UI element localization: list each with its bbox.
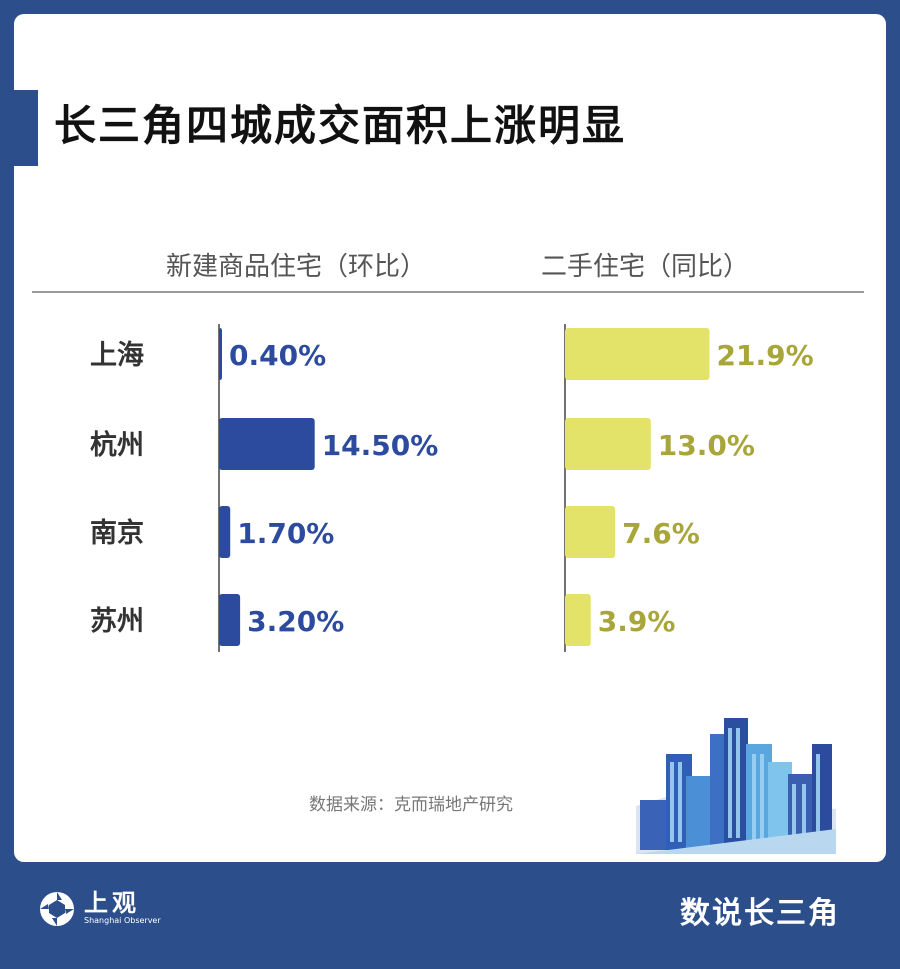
series-1-value-label: 7.6% bbox=[622, 517, 700, 550]
aperture-logo-icon bbox=[40, 892, 74, 926]
series-0-value-label: 1.70% bbox=[237, 517, 334, 550]
series-1-value-label: 3.9% bbox=[598, 605, 676, 638]
series-0-bar bbox=[219, 594, 241, 646]
series-header-second-hand: 二手住宅（同比） bbox=[541, 252, 750, 282]
series-0-bar bbox=[219, 418, 315, 470]
series-0-value-label: 0.40% bbox=[229, 339, 326, 372]
logo-chinese-name: 上观 bbox=[84, 889, 140, 917]
series-1-value-label: 13.0% bbox=[658, 429, 755, 462]
title-accent-bar bbox=[14, 90, 38, 166]
shanghai-observer-logo: 上观 Shanghai Observer bbox=[38, 890, 161, 928]
series-1-value-label: 21.9% bbox=[717, 339, 814, 372]
series-0-value-label: 14.50% bbox=[322, 429, 439, 462]
category-label: 上海 bbox=[90, 340, 144, 371]
column-brand: 数说长三角 bbox=[680, 896, 840, 931]
logo-english-name: Shanghai Observer bbox=[84, 916, 161, 925]
series-1-bar bbox=[565, 594, 591, 646]
chart-card: 长三角四城成交面积上涨明显 新建商品住宅（环比） 二手住宅（同比） 上海杭州南京… bbox=[14, 14, 886, 862]
category-label: 南京 bbox=[90, 517, 144, 549]
header-divider bbox=[32, 291, 864, 293]
chart-title: 长三角四城成交面积上涨明显 bbox=[54, 101, 627, 150]
series-1-bar bbox=[565, 328, 710, 380]
data-source: 数据来源：克而瑞地产研究 bbox=[309, 795, 513, 815]
category-label: 杭州 bbox=[90, 429, 144, 461]
series-0-value-label: 3.20% bbox=[247, 605, 344, 638]
series-header-new-homes: 新建商品住宅（环比） bbox=[166, 252, 427, 282]
series-1-bar bbox=[565, 418, 651, 470]
city-buildings-illustration bbox=[636, 718, 836, 854]
series-0-bar bbox=[219, 506, 231, 558]
series-1-bar bbox=[565, 506, 616, 558]
category-label: 苏州 bbox=[90, 606, 144, 637]
series-0-bar bbox=[219, 328, 222, 380]
